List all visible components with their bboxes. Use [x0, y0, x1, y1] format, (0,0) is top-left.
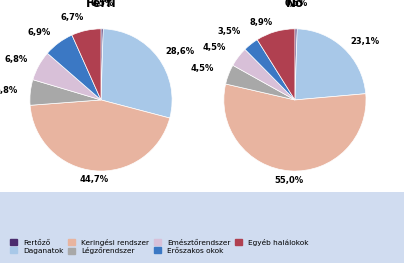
Wedge shape — [30, 80, 101, 105]
Legend: Fertőző, Daganatok, Keringési rendszer, Légzőrendszer, Emésztőrendszer, Erőszako: Fertőző, Daganatok, Keringési rendszer, … — [8, 236, 311, 257]
Wedge shape — [101, 29, 172, 118]
Text: 5,8%: 5,8% — [0, 87, 18, 95]
Wedge shape — [295, 29, 366, 100]
Text: 23,1%: 23,1% — [350, 37, 379, 46]
Text: 8,9%: 8,9% — [250, 18, 273, 27]
Text: 44,7%: 44,7% — [79, 175, 108, 184]
Title: Nő: Nő — [286, 0, 304, 10]
Wedge shape — [30, 100, 170, 171]
Text: 6,8%: 6,8% — [4, 55, 27, 64]
Wedge shape — [295, 29, 297, 100]
Title: Férfi: Férfi — [86, 0, 116, 10]
Wedge shape — [233, 49, 295, 100]
Text: 0,5%: 0,5% — [285, 0, 308, 8]
Wedge shape — [225, 65, 295, 100]
Wedge shape — [72, 29, 101, 100]
Text: 0,5%: 0,5% — [91, 0, 114, 8]
Wedge shape — [33, 53, 101, 100]
Text: 3,5%: 3,5% — [218, 27, 241, 36]
Text: 6,9%: 6,9% — [28, 28, 51, 37]
Text: 6,7%: 6,7% — [60, 13, 84, 22]
Wedge shape — [47, 35, 101, 100]
Wedge shape — [245, 40, 295, 100]
Wedge shape — [101, 29, 103, 100]
Wedge shape — [224, 84, 366, 171]
Text: 4,5%: 4,5% — [202, 43, 226, 52]
Wedge shape — [257, 29, 295, 100]
Text: 28,6%: 28,6% — [165, 47, 195, 56]
Text: 55,0%: 55,0% — [275, 176, 304, 185]
Text: 4,5%: 4,5% — [191, 64, 214, 73]
